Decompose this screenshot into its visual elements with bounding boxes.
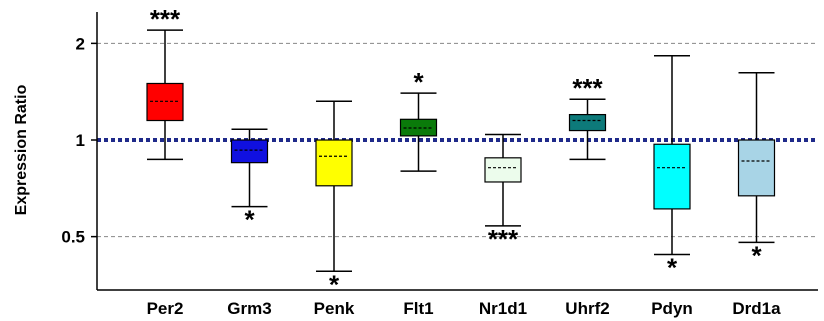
box-uhrf2: *** [568, 73, 607, 161]
significance-flt1: * [413, 67, 424, 97]
y-tick-label-0-5: 0.5 [61, 228, 85, 247]
y-axis-title: Expression Ratio [13, 84, 30, 215]
box-iqr-grm3 [230, 139, 269, 164]
category-labels: Per2 Grm3 Penk Flt1 Nr1d1 Uhrf2 Pdyn Drd1a [147, 299, 782, 318]
box-iqr-drd1a [737, 139, 776, 197]
significance-pdyn: * [667, 252, 678, 282]
box-iqr-nr1d1 [484, 157, 522, 183]
category-label-pdyn: Pdyn [651, 299, 693, 318]
y-axis-ticks: 0.5 1 2 [61, 34, 97, 247]
boxes-group: ************* * [146, 4, 776, 299]
box-flt1: * [399, 67, 438, 172]
significance-nr1d1: *** [488, 224, 519, 254]
box-iqr-pdyn [653, 143, 691, 210]
significance-penk: * [329, 269, 340, 299]
box-iqr-per2 [146, 82, 184, 122]
category-label-nr1d1: Nr1d1 [479, 299, 527, 318]
box-iqr-penk [315, 139, 353, 187]
box-drd1a: * [737, 71, 776, 270]
box-nr1d1: *** [484, 133, 522, 254]
category-label-penk: Penk [314, 299, 355, 318]
significance-per2: *** [150, 4, 181, 34]
box-per2: *** [146, 4, 184, 161]
box-penk: * [315, 100, 353, 299]
significance-drd1a: * [751, 240, 762, 270]
category-label-grm3: Grm3 [227, 299, 271, 318]
category-label-flt1: Flt1 [403, 299, 433, 318]
y-tick-label-1: 1 [76, 131, 85, 150]
category-label-per2: Per2 [147, 299, 184, 318]
y-tick-label-2: 2 [76, 34, 85, 53]
category-label-uhrf2: Uhrf2 [565, 299, 609, 318]
box-iqr-uhrf2 [568, 113, 607, 132]
box-grm3: * [230, 128, 269, 235]
category-label-drd1a: Drd1a [732, 299, 781, 318]
significance-uhrf2: *** [572, 73, 603, 103]
reference-lines [97, 42, 818, 238]
box-pdyn: * [653, 55, 691, 282]
significance-grm3: * [244, 205, 255, 235]
